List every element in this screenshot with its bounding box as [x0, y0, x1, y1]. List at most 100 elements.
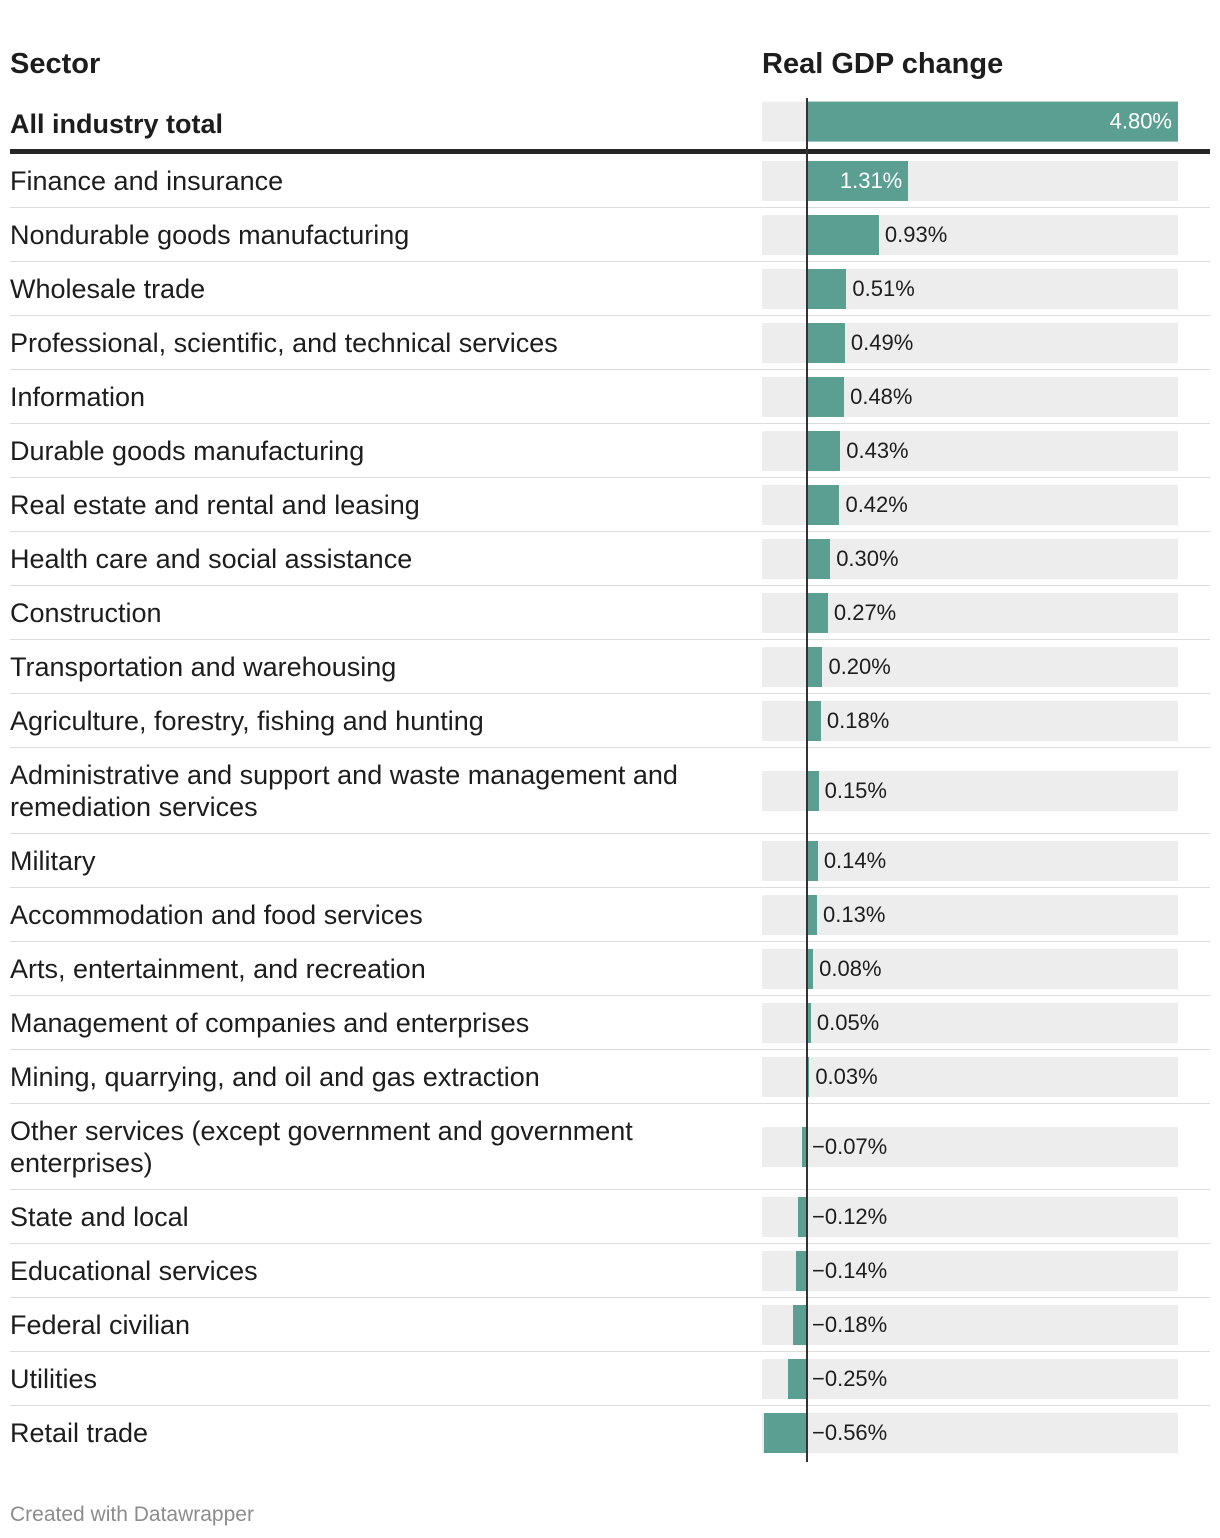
bar [807, 948, 814, 989]
table-row: Arts, entertainment, and recreation 0.08% [10, 942, 1210, 996]
bar [807, 101, 1178, 142]
table-row: Construction 0.27% [10, 586, 1210, 640]
value-label: 0.14% [823, 847, 887, 873]
value-label: 0.93% [884, 221, 948, 247]
bar-track: 0.08% [762, 948, 1178, 989]
bar [797, 1196, 807, 1237]
bar-track: 0.05% [762, 1002, 1178, 1043]
table-row: Transportation and warehousing 0.20% [10, 640, 1210, 694]
bar [763, 1413, 807, 1453]
bar-track: 0.51% [762, 268, 1178, 309]
table-row: Retail trade −0.56% [10, 1406, 1210, 1460]
bar-track: 0.30% [762, 538, 1178, 579]
bar-track: 0.03% [762, 1056, 1178, 1097]
sector-label: Construction [10, 597, 162, 628]
table-row: Nondurable goods manufacturing 0.93% [10, 208, 1210, 262]
bar [787, 1358, 807, 1399]
bar [807, 840, 818, 881]
value-label: 0.30% [836, 545, 899, 571]
value-label: 0.27% [833, 599, 897, 625]
bar [807, 430, 841, 471]
sector-label: Federal civilian [10, 1309, 191, 1340]
bar [793, 1304, 807, 1345]
table-row: Information 0.48% [10, 370, 1210, 424]
bar-track: −0.14% [762, 1250, 1178, 1291]
bar-track: −0.25% [762, 1358, 1178, 1399]
bar-track: 0.42% [762, 484, 1178, 525]
sector-label: State and local [10, 1201, 189, 1232]
value-label: −0.07% [812, 1133, 888, 1159]
table-row: Management of companies and enterprises 0… [10, 996, 1210, 1050]
bar-track: −0.18% [762, 1304, 1178, 1345]
bar-track: −0.56% [762, 1413, 1178, 1453]
bar [807, 1002, 811, 1043]
bar [807, 770, 819, 811]
bar [807, 592, 828, 633]
zero-axis-line [806, 98, 808, 1462]
table-row: Utilities −0.25% [10, 1352, 1210, 1406]
value-label: 0.13% [823, 901, 886, 927]
sector-label: Finance and insurance [10, 165, 284, 196]
bar [807, 700, 821, 741]
bar-track: 0.14% [762, 840, 1178, 881]
sector-label: All industry total [10, 108, 224, 139]
value-label: 4.80% [1109, 108, 1172, 134]
value-label: 0.15% [824, 777, 887, 803]
table-row: Health care and social assistance 0.30% [10, 532, 1210, 586]
sector-label: Retail trade [10, 1418, 149, 1448]
bar [801, 1126, 807, 1167]
bar [807, 538, 831, 579]
value-label: −0.12% [812, 1203, 888, 1229]
sector-label: Educational services [10, 1255, 258, 1286]
value-label: 0.48% [850, 383, 913, 409]
sector-label: Mining, quarrying, and oil and gas extra… [10, 1061, 540, 1092]
bar [807, 1056, 810, 1097]
bar [807, 894, 818, 935]
table-row: Educational services −0.14% [10, 1244, 1210, 1298]
table-row: Professional, scientific, and technical … [10, 316, 1210, 370]
column-header-sector: Sector [10, 48, 101, 80]
value-label: 1.31% [839, 167, 903, 193]
table-row: Durable goods manufacturing 0.43% [10, 424, 1210, 478]
sector-label: Information [10, 381, 146, 412]
bar-track: 1.31% [762, 160, 1178, 201]
sector-label: Transportation and warehousing [10, 651, 397, 682]
bar-track: 0.18% [762, 700, 1178, 741]
bar-track: 0.20% [762, 646, 1178, 687]
sector-label: Wholesale trade [10, 273, 206, 304]
value-label: 0.18% [826, 707, 890, 733]
value-label: −0.25% [812, 1365, 888, 1391]
bar-track: −0.12% [762, 1196, 1178, 1237]
table-row: Federal civilian −0.18% [10, 1298, 1210, 1352]
value-label: −0.14% [812, 1257, 888, 1283]
sector-label: Durable goods manufacturing [10, 435, 365, 466]
total-row: All industry total 4.80% [10, 98, 1210, 154]
bar-track: 0.48% [762, 376, 1178, 417]
sector-label: Health care and social assistance [10, 543, 413, 574]
value-label: 0.20% [828, 653, 891, 679]
sector-label: Military [10, 845, 96, 876]
bar-track: 0.93% [762, 214, 1178, 255]
bar [807, 268, 847, 309]
table-row: Other services (except government and go… [10, 1104, 1210, 1190]
sector-label: Professional, scientific, and technical … [10, 327, 558, 358]
value-label: 0.42% [845, 491, 908, 517]
sector-label: Accommodation and food services [10, 899, 423, 930]
value-label: −0.18% [812, 1311, 888, 1337]
bar-track: 0.13% [762, 894, 1178, 935]
value-label: 0.05% [816, 1009, 880, 1035]
bar-track: −0.07% [762, 1126, 1178, 1167]
table-row: State and local −0.12% [10, 1190, 1210, 1244]
table-row: Agriculture, forestry, fishing and hunti… [10, 694, 1210, 748]
value-label: −0.56% [812, 1420, 888, 1445]
sector-label: Real estate and rental and leasing [10, 489, 420, 520]
column-header-gdp-change: Real GDP change [762, 48, 1004, 80]
bar-track: 0.43% [762, 430, 1178, 471]
bar-track: 0.27% [762, 592, 1178, 633]
bar-track: 0.49% [762, 322, 1178, 363]
sector-label: Management of companies and enterprises [10, 1007, 530, 1038]
table-row: Mining, quarrying, and oil and gas extra… [10, 1050, 1210, 1104]
table-row: Military 0.14% [10, 834, 1210, 888]
bar [807, 322, 845, 363]
bar [796, 1250, 807, 1291]
